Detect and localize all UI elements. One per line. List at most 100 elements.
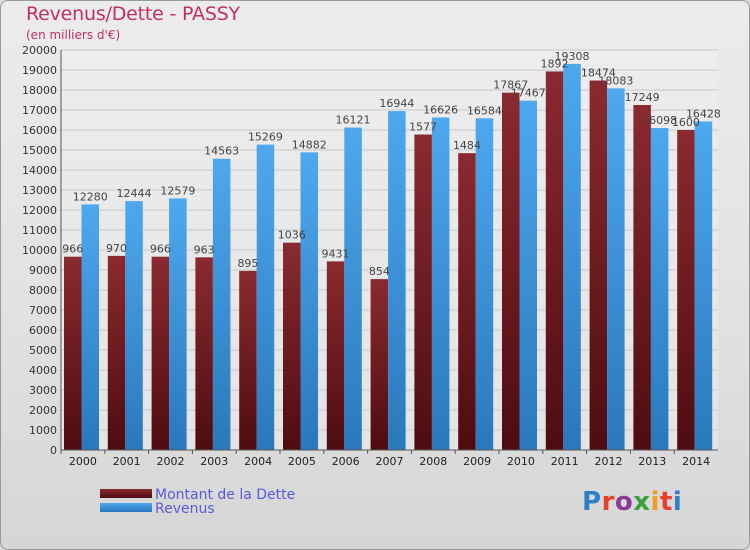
- y-tick-label: 19000: [22, 64, 57, 77]
- y-tick-label: 7000: [29, 304, 57, 317]
- x-tick-label: 2009: [463, 455, 491, 468]
- logo-letter: i: [672, 487, 683, 517]
- bar-revenus: [519, 100, 537, 450]
- legend-label-dette: Montant de la Dette: [155, 487, 295, 503]
- data-label-dette: 963: [194, 243, 215, 256]
- bar-revenus: [300, 152, 318, 451]
- data-label-revenus: 16428: [686, 107, 721, 120]
- data-label-dette: 970: [106, 242, 127, 255]
- data-label-dette: 1036: [278, 229, 306, 242]
- data-label-dette: 1600: [672, 116, 700, 129]
- bar-dette: [107, 255, 126, 450]
- bar-dette: [370, 279, 389, 450]
- bar-dette: [326, 261, 345, 450]
- y-tick-label: 15000: [22, 144, 57, 157]
- bar-revenus: [431, 117, 450, 450]
- data-label-dette: 1577: [409, 121, 437, 134]
- y-tick-label: 4000: [29, 364, 57, 377]
- data-label-revenus: 16121: [336, 114, 371, 127]
- bar-revenus: [169, 198, 187, 450]
- data-label-dette: 966: [150, 243, 171, 256]
- chart-title: Revenus/Dette - PASSY: [26, 3, 240, 25]
- bar-dette: [458, 153, 476, 450]
- y-tick-label: 18000: [22, 84, 57, 97]
- bar-dette: [502, 92, 520, 450]
- logo-letter: x: [633, 487, 651, 517]
- logo-letter: P: [582, 487, 602, 517]
- bar-revenus: [212, 158, 231, 451]
- proxiti-logo: Proxiti: [582, 487, 682, 517]
- legend: Montant de la Dette Revenus: [100, 487, 295, 517]
- x-axis-ticks: 2000 2001 2002 2003 2004 2005 2006 2007 2008 2009…: [60, 450, 710, 468]
- bar-dette: [677, 129, 695, 451]
- bar-revenus: [388, 111, 406, 451]
- y-tick-label: 8000: [29, 284, 57, 297]
- x-tick-label: 2011: [551, 455, 579, 468]
- data-label-dette: 9431: [322, 247, 350, 260]
- bar-revenus: [475, 118, 494, 450]
- chart-subtitle: (en milliers d'€): [26, 28, 121, 42]
- legend-swatch-revenus: [100, 503, 152, 512]
- y-tick-label: 16000: [22, 124, 57, 137]
- data-label-dette: 18474: [581, 67, 616, 80]
- data-labels: 966 12280 970 12444 966 12579 963 14563 895 15269…: [62, 50, 721, 278]
- x-tick-label: 2000: [69, 455, 97, 468]
- y-tick-label: 5000: [29, 344, 57, 357]
- legend-swatch-dette: [100, 489, 152, 498]
- data-label-dette: 17249: [625, 91, 660, 104]
- data-label-dette: 1484: [453, 139, 481, 152]
- bar-revenus: [125, 201, 143, 450]
- bar-dette: [545, 71, 564, 451]
- bar-revenus: [256, 144, 275, 450]
- bar-dette: [283, 242, 301, 450]
- data-label-revenus: 12280: [73, 190, 108, 203]
- bars: [64, 63, 713, 451]
- y-tick-label: 11000: [22, 224, 57, 237]
- bar-dette: [633, 105, 651, 451]
- x-tick-label: 2004: [244, 455, 272, 468]
- y-tick-label: 1000: [29, 424, 57, 437]
- data-label-dette: 854: [369, 265, 390, 278]
- data-label-revenus: 12444: [117, 187, 152, 200]
- data-label-revenus: 16098: [642, 114, 677, 127]
- x-tick-label: 2010: [507, 455, 535, 468]
- data-label-revenus: 16944: [379, 97, 414, 110]
- bar-dette: [589, 80, 608, 451]
- logo-letter: r: [601, 487, 615, 517]
- y-tick-label: 9000: [29, 264, 57, 277]
- bar-revenus: [81, 204, 99, 450]
- x-tick-label: 2012: [595, 455, 623, 468]
- data-label-revenus: 14882: [292, 138, 327, 151]
- bar-revenus: [607, 88, 625, 450]
- data-label-revenus: 14563: [204, 145, 239, 158]
- y-tick-label: 0: [50, 444, 57, 457]
- bar-dette: [64, 256, 82, 450]
- data-label-revenus: 17467: [511, 87, 546, 100]
- data-label-revenus: 15269: [248, 131, 283, 144]
- x-tick-label: 2014: [682, 455, 710, 468]
- bar-revenus: [563, 63, 581, 451]
- bar-revenus: [694, 121, 713, 450]
- logo-letter: t: [659, 487, 673, 517]
- legend-label-revenus: Revenus: [155, 501, 215, 517]
- data-label-revenus: 16626: [423, 103, 458, 116]
- data-label-revenus: 19308: [555, 50, 590, 63]
- bar-dette: [414, 134, 432, 450]
- x-tick-label: 2005: [288, 455, 316, 468]
- data-label-dette: 895: [237, 257, 258, 270]
- x-tick-label: 2006: [332, 455, 360, 468]
- bar-revenus: [344, 127, 362, 450]
- y-tick-label: 12000: [22, 204, 57, 217]
- y-tick-label: 6000: [29, 324, 57, 337]
- data-label-dette: 1892: [541, 57, 569, 70]
- logo-letter: o: [614, 487, 634, 517]
- y-tick-label: 13000: [22, 184, 57, 197]
- y-tick-label: 3000: [29, 384, 57, 397]
- x-tick-label: 2008: [419, 455, 447, 468]
- y-tick-label: 20000: [22, 44, 57, 57]
- x-tick-label: 2001: [113, 455, 141, 468]
- bar-dette: [195, 257, 213, 450]
- y-tick-label: 17000: [22, 104, 57, 117]
- data-label-revenus: 18083: [598, 74, 633, 87]
